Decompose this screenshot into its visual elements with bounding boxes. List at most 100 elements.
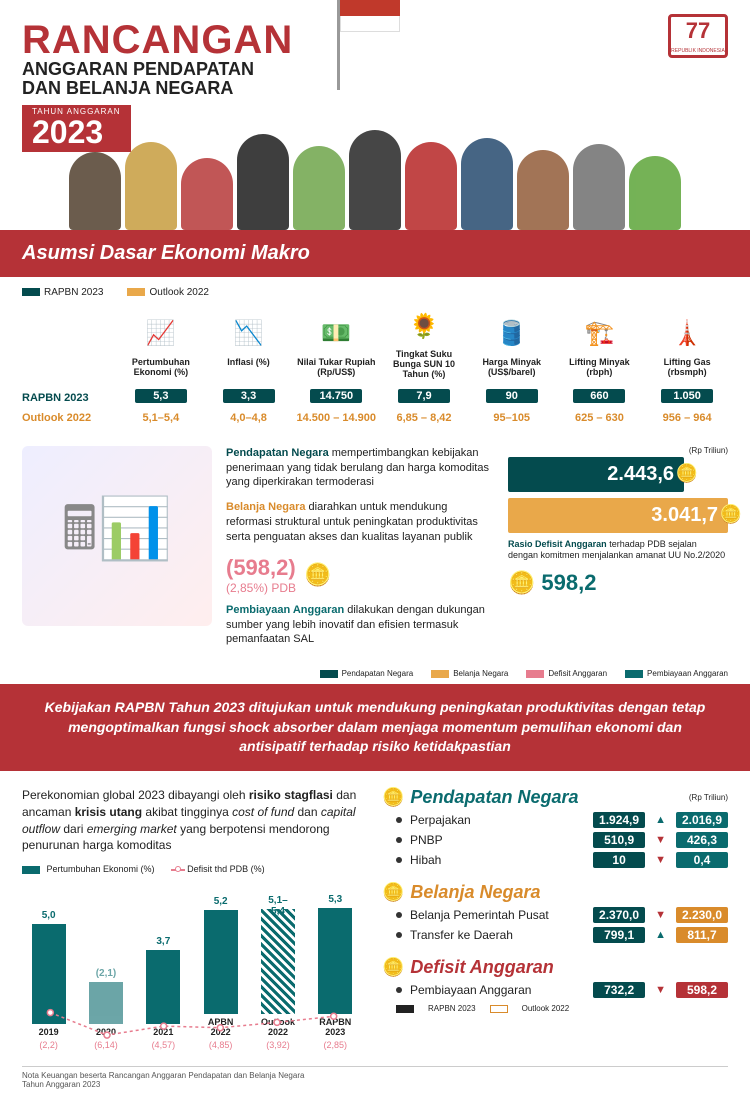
macro-row-label: Outlook 2022 — [22, 412, 114, 424]
revenue-legend: RAPBN 2023Outlook 2022 — [396, 1004, 728, 1013]
revenue-section: 🪙 Defisit Anggaran Pembiayaan Anggaran 7… — [382, 957, 728, 1013]
macro-name: Tingkat Suku Bunga SUN 10 Tahun (%) — [383, 350, 465, 380]
chart-year: 2020 — [83, 1028, 128, 1038]
section-title: Defisit Anggaran — [410, 957, 553, 978]
chart-column: 3,7 2021 (4,57) — [141, 950, 186, 1050]
people-illustration — [0, 120, 750, 230]
macro-legend: RAPBN 2023Outlook 2022 — [22, 287, 728, 298]
flag-icon — [340, 0, 400, 40]
deficit-value: (4,57) — [141, 1040, 186, 1050]
header-title-3: DAN BELANJA NEGARA — [22, 78, 728, 99]
fiscal-text: Pendapatan Negara mempertimbangkan kebij… — [226, 446, 494, 658]
row-name: Transfer ke Daerah — [410, 928, 585, 942]
row-name: PNBP — [410, 833, 585, 847]
macro-grid: 📈 Pertumbuhan Ekonomi (%)📉 Inflasi (%)💵 … — [22, 306, 728, 424]
macro-icon: 📉 — [229, 314, 269, 354]
macro-outlook-value: 95–105 — [471, 412, 553, 424]
legend-item: Defisit Anggaran — [526, 669, 607, 678]
legend-item: Belanja Negara — [431, 669, 508, 678]
macro-item: 📉 Inflasi (%) — [208, 314, 290, 380]
row-name: Belanja Pemerintah Pusat — [410, 908, 585, 922]
chart-year: APBN 2022 — [198, 1018, 243, 1038]
logo-77: 77 REPUBLIK INDONESIA — [668, 14, 728, 58]
chart-bar: 3,7 — [146, 950, 180, 1024]
person-icon — [69, 152, 121, 230]
value-rapbn: 10 — [593, 852, 645, 868]
coin-icon: 🪙 — [508, 570, 535, 596]
revenue-row: Hibah 10 ▼ 0,4 — [396, 852, 728, 868]
pendapatan-title: Pendapatan Negara — [226, 447, 329, 459]
bottom-left: Perekonomian global 2023 dibayangi oleh … — [22, 787, 362, 1050]
value-rapbn: 2.370,0 — [593, 907, 645, 923]
macro-rapbn-value: 5,3 — [135, 389, 187, 403]
row-name: Pembiayaan Anggaran — [410, 983, 585, 997]
macro-icon: 💵 — [316, 314, 356, 354]
pembiayaan-title: Pembiayaan Anggaran — [226, 604, 344, 616]
footer-line-2: Tahun Anggaran 2023 — [22, 1080, 728, 1089]
chart-column: 5,0 2019 (2,2) — [26, 924, 71, 1050]
growth-value: 3,7 — [146, 936, 180, 947]
growth-value: 5,3 — [318, 894, 352, 905]
section-title: Pendapatan Negara — [410, 787, 578, 808]
logo-77-sub: REPUBLIK INDONESIA — [671, 41, 725, 61]
logo-77-text: 77 — [686, 18, 710, 43]
macro-item: 🛢️ Harga Minyak (US$/barel) — [471, 314, 553, 380]
macro-name: Pertumbuhan Ekonomi (%) — [120, 358, 202, 380]
chart-column: 5,3 RAPBN 2023 (2,85) — [313, 908, 358, 1050]
revenue-row: Transfer ke Daerah 799,1 ▲ 811,7 — [396, 927, 728, 943]
fiscal-bars: (Rp Triliun) 2.443,6🪙 3.041,7🪙 Rasio Def… — [508, 446, 728, 658]
chart-bar: (2,1) — [89, 982, 123, 1024]
deficit-value: (3,92) — [255, 1040, 300, 1050]
chart-legend: Pertumbuhan Ekonomi (%) Defisit thd PDB … — [22, 864, 362, 874]
macro-item: 📈 Pertumbuhan Ekonomi (%) — [120, 314, 202, 380]
macro-name: Lifting Gas (rbsmph) — [646, 358, 728, 380]
person-icon — [125, 142, 177, 230]
growth-deficit-chart: 5,0 2019 (2,2) (2,1) 2020 (6,14) 3,7 202… — [22, 880, 362, 1050]
value-outlook: 2.016,9 — [676, 812, 728, 828]
section-title: Belanja Negara — [410, 882, 540, 903]
section-title-macro: Asumsi Dasar Ekonomi Makro — [0, 230, 750, 277]
legend-item: Pembiayaan Anggaran — [625, 669, 728, 678]
macro-rapbn-value: 14.750 — [310, 389, 362, 403]
unit-label: (Rp Triliun) — [689, 793, 728, 802]
bar-belanja: 3.041,7🪙 — [508, 498, 728, 533]
macro-rapbn-value: 660 — [573, 389, 625, 403]
value-outlook: 0,4 — [676, 852, 728, 868]
arrow-icon: ▼ — [655, 854, 666, 866]
legend-item: Pertumbuhan Ekonomi (%) — [22, 864, 155, 874]
bottom-right: 🪙 Pendapatan Negara(Rp Triliun) Perpajak… — [382, 787, 728, 1050]
chart-bar: 5,3 — [318, 908, 352, 1014]
footer: Nota Keuangan beserta Rancangan Anggaran… — [22, 1066, 728, 1089]
fiscal-unit: (Rp Triliun) — [508, 446, 728, 455]
macro-item: 🌻 Tingkat Suku Bunga SUN 10 Tahun (%) — [383, 306, 465, 380]
revenue-row: Perpajakan 1.924,9 ▲ 2.016,9 — [396, 812, 728, 828]
header: RANCANGAN ANGGARAN PENDAPATAN DAN BELANJ… — [0, 0, 750, 230]
macro-name: Harga Minyak (US$/barel) — [471, 358, 553, 380]
person-icon — [629, 156, 681, 230]
deficit-value: (4,85) — [198, 1040, 243, 1050]
deficit-value: (6,14) — [83, 1040, 128, 1050]
macro-name: Nilai Tukar Rupiah (Rp/US$) — [295, 358, 377, 380]
macro-rapbn-value: 7,9 — [398, 389, 450, 403]
person-icon — [405, 142, 457, 230]
value-outlook: 811,7 — [676, 927, 728, 943]
macro-name: Lifting Minyak (rbph) — [559, 358, 641, 380]
macro-rapbn-value: 3,3 — [223, 389, 275, 403]
chart-bar: 5,1– 5,4 — [261, 909, 295, 1014]
person-icon — [293, 146, 345, 230]
macro-rapbn-value: 1.050 — [661, 389, 713, 403]
person-icon — [237, 134, 289, 230]
rasio-text: Rasio Defisit Anggaran terhadap PDB seja… — [508, 539, 728, 562]
fiscal-illustration: 🖩📊 — [22, 446, 212, 626]
macro-icon: 🌻 — [404, 306, 444, 346]
arrow-icon: ▼ — [655, 834, 666, 846]
value-rapbn: 799,1 — [593, 927, 645, 943]
person-icon — [573, 144, 625, 230]
macro-outlook-value: 5,1–5,4 — [120, 412, 202, 424]
person-icon — [349, 130, 401, 230]
chart-year: 2021 — [141, 1028, 186, 1038]
value-outlook: 598,2 — [676, 982, 728, 998]
deficit-line — [22, 880, 362, 1050]
revenue-row: Pembiayaan Anggaran 732,2 ▼ 598,2 — [396, 982, 728, 998]
macro-item: 🗼 Lifting Gas (rbsmph) — [646, 314, 728, 380]
